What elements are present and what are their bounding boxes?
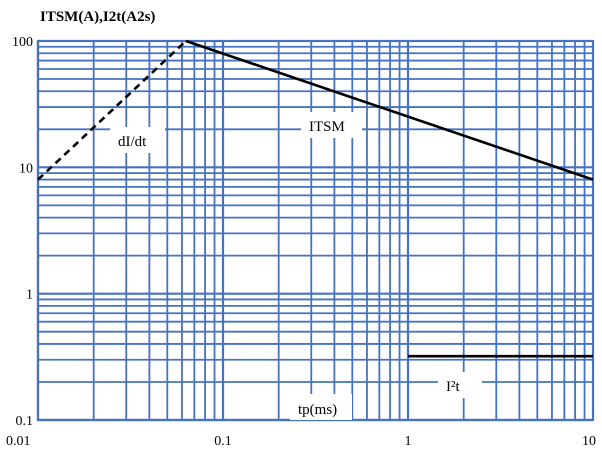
y-axis-title: ITSM(A),I2t(A2s)	[40, 9, 155, 25]
y-tick-label: 0.1	[16, 414, 34, 429]
plot-frame	[36, 39, 595, 422]
label-bg-i2t	[438, 372, 482, 398]
series-lines	[37, 39, 594, 358]
x-tick-label: 1	[405, 434, 412, 449]
x-axis-label: tp(ms)	[298, 402, 337, 418]
y-tick-label: 100	[12, 35, 33, 50]
series-label-itsm: ITSM	[309, 119, 345, 135]
series-line-1	[185, 39, 594, 181]
label-bg-didt	[110, 127, 165, 153]
grid	[36, 39, 595, 422]
series-label-didt: dI/dt	[118, 134, 147, 150]
y-tick-label: 10	[19, 161, 33, 176]
x-tick-label: 0.01	[6, 434, 31, 449]
y-tick-label: 1	[26, 288, 33, 303]
x-tick-label: 0.1	[214, 434, 232, 449]
series-line-0	[37, 40, 187, 181]
label-bg-xlabel	[290, 394, 352, 420]
label-bg-itsm	[301, 112, 362, 138]
x-tick-label: 10	[582, 434, 596, 449]
annotations: dI/dt ITSM I²t tp(ms)	[110, 112, 482, 420]
tick-labels: 0.01 0.1 1 10 0.1 1 10 100	[6, 35, 596, 449]
series-label-i2t: I²t	[446, 379, 460, 395]
